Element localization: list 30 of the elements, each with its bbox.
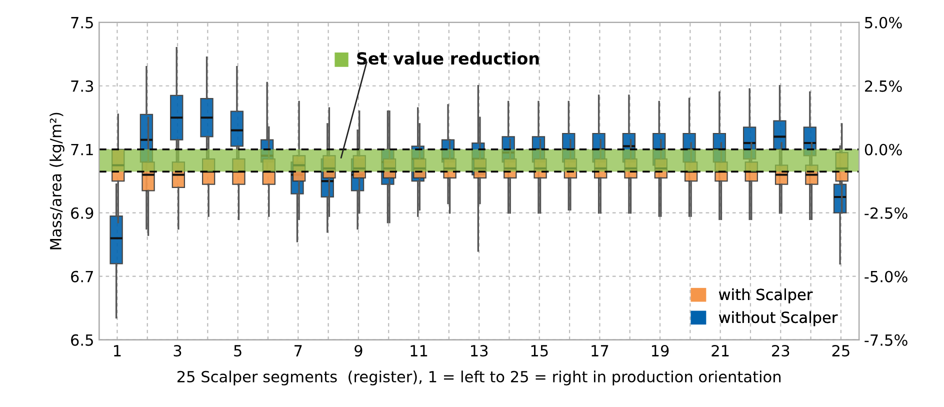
y-tick-label: 6.9 [71,207,94,219]
y-tick-label: 7.5 [71,17,93,28]
y-axis-title: Mass/area (kg/m²) [50,112,64,250]
y-tick-label: 6.7 [71,270,93,282]
x-tick-label: 25 [832,344,850,357]
x-tick-label: 9 [354,344,362,357]
legend-label: without Scalper [718,311,838,326]
y2-tick-label: -2.5% [864,207,908,219]
x-tick-label: 23 [772,344,790,357]
x-tick-label: 19 [652,344,669,357]
x-tick-label: 5 [234,345,242,357]
y2-tick-label: 5.0% [865,16,902,28]
legend-label: Set value reduction [357,52,539,65]
x-tick-label: 1 [114,345,121,356]
x-tick-label: 13 [471,344,488,357]
x-tick-label: 11 [410,345,428,356]
x-tick-label: 17 [592,345,608,356]
x-tick-label: 7 [294,345,302,356]
y2-tick-label: -5.0% [864,270,908,282]
y2-tick-label: -7.5% [864,334,908,346]
y-tick-label: 6.5 [71,334,93,346]
x-tick-label: 21 [712,344,729,356]
y2-tick-label: 0.0% [864,144,902,156]
x-tick-label: 15 [531,345,548,357]
x-axis-title: 25 Scalper segments (register), 1 = left to 25 = right in production orientation [177,370,781,386]
legend-label: with Scalper [718,288,813,304]
x-tick-label: 3 [174,344,182,357]
y2-tick-label: 2.5% [865,80,902,92]
y-tick-label: 7.3 [71,80,94,92]
y-tick-label: 7.1 [71,144,93,156]
